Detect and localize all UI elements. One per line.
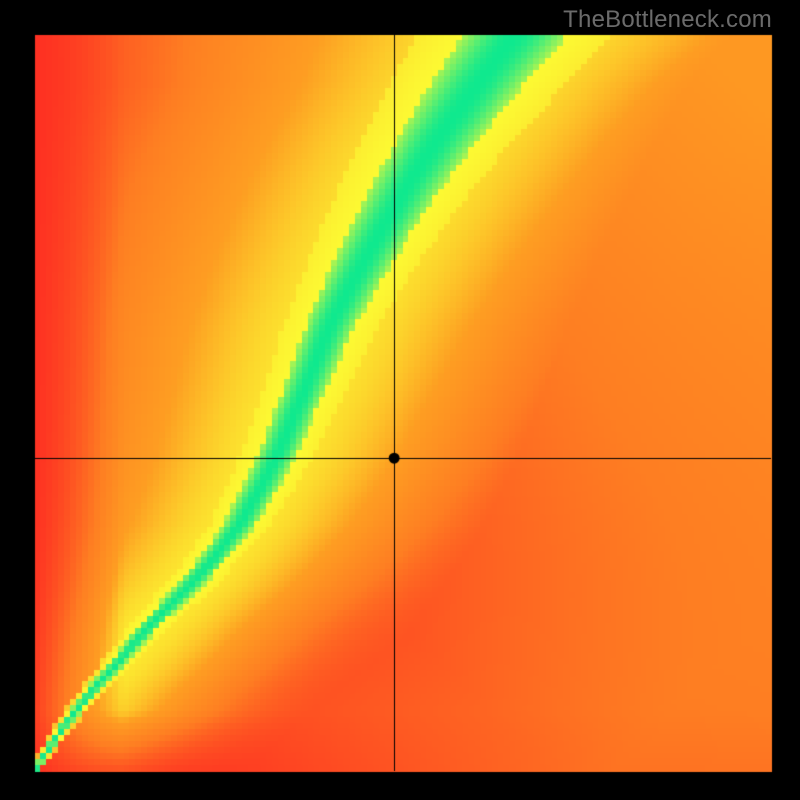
heatmap-canvas [0, 0, 800, 800]
watermark-text: TheBottleneck.com [563, 6, 772, 34]
chart-container: TheBottleneck.com [0, 0, 800, 800]
